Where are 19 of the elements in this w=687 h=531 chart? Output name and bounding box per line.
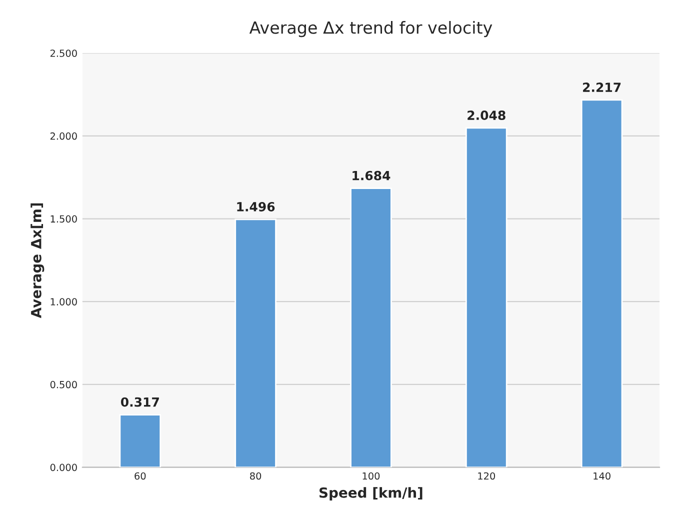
x-tick-label: 100 — [362, 472, 380, 480]
chart-title: Average Δx trend for velocity — [249, 20, 492, 38]
y-tick-label: 1.000 — [50, 298, 77, 306]
data-label: 2.048 — [468, 110, 506, 120]
data-label: 2.217 — [583, 82, 621, 92]
y-tick-label: 2.500 — [50, 50, 77, 57]
x-axis-title: Speed [km/h] — [320, 487, 422, 501]
y-tick-label: 1.500 — [50, 215, 77, 223]
data-label: 1.496 — [237, 202, 275, 212]
x-tick-label: 60 — [134, 472, 146, 480]
data-label: 1.684 — [352, 170, 390, 180]
x-tick-label: 80 — [250, 472, 262, 480]
y-axis-title: Average Δx[m] — [30, 203, 44, 318]
x-tick-label: 120 — [478, 472, 496, 480]
data-label: 0.317 — [120, 397, 159, 407]
y-tick-label: 0.500 — [50, 380, 77, 388]
x-tick-label: 140 — [594, 472, 610, 480]
y-tick-label: 0.000 — [50, 464, 77, 472]
y-tick-label: 2.000 — [50, 132, 77, 140]
